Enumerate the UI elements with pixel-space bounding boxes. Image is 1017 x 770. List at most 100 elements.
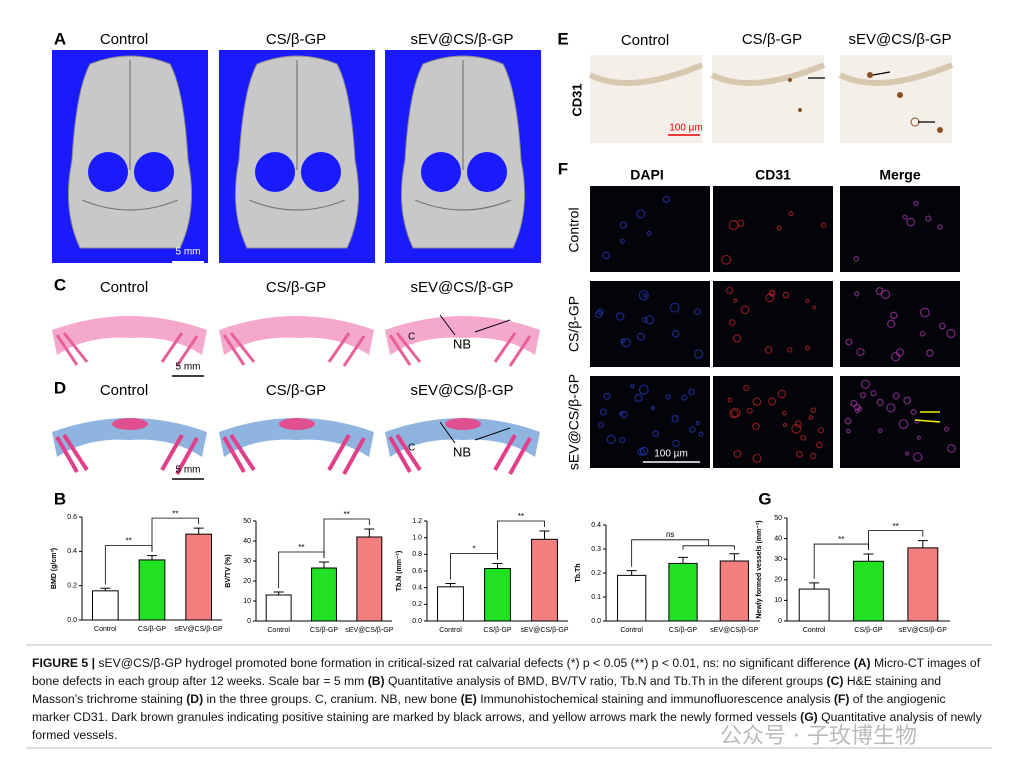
tissue-label: NB (453, 336, 471, 351)
x-tick-label: Control (94, 626, 117, 633)
scale-bar-label: 5 mm (176, 247, 201, 258)
if-signal (782, 410, 787, 416)
error-bar (626, 570, 637, 576)
if-signal (809, 452, 817, 460)
if-signal (638, 290, 649, 301)
caption-run: (G) (800, 710, 818, 724)
if-signal (641, 316, 648, 323)
panel-letter: E (557, 29, 568, 48)
if-signal (752, 453, 762, 463)
if-signal (786, 347, 793, 353)
if-signal (794, 420, 802, 428)
y-tick-label: 0.4 (412, 585, 422, 592)
if-signal (890, 351, 901, 362)
if-signal (903, 396, 912, 405)
if-signal (768, 397, 777, 406)
caption-run: (D) (186, 692, 204, 706)
if-signal (638, 384, 649, 395)
significance-label: ** (838, 535, 844, 544)
if-signal (619, 238, 626, 244)
if-signal (913, 452, 923, 462)
if-signal (616, 312, 625, 321)
x-tick-label: Control (803, 627, 826, 634)
if-signal (727, 397, 733, 403)
group-label: CS/β-GP (742, 31, 802, 48)
column-label: CD31 (755, 167, 791, 183)
if-signal (619, 437, 626, 444)
if-signal (619, 411, 624, 416)
caption-run: Micro-CT images of bone defects in each … (32, 656, 981, 688)
panel-letter: B (54, 489, 66, 508)
column-label: DAPI (630, 167, 663, 183)
bar (265, 594, 292, 622)
significance-label: ** (298, 543, 304, 552)
if-signal (947, 444, 956, 453)
if-image (590, 186, 710, 272)
if-image (713, 376, 833, 468)
x-tick-label: CS/β-GP (669, 627, 697, 634)
column-label: Merge (879, 167, 920, 183)
y-tick-label: 30 (243, 558, 251, 565)
significance-label: * (472, 545, 475, 554)
if-signal (817, 427, 825, 434)
y-tick-label: 0.6 (412, 568, 422, 575)
if-signal (752, 422, 760, 431)
bar (719, 560, 749, 622)
y-tick-label: 10 (243, 598, 251, 605)
bar (531, 538, 558, 622)
x-tick-label: Control (439, 627, 462, 634)
panel-letter: C (54, 275, 66, 294)
if-signal (816, 441, 823, 449)
significance-bracket (151, 517, 200, 552)
tissue-label: C (408, 332, 415, 343)
panel-letter: A (54, 29, 66, 48)
bar (484, 568, 511, 622)
row-label: sEV@CS/β-GP (566, 374, 582, 470)
x-tick-label: sEV@CS/β-GP (899, 627, 947, 634)
group-label: sEV@CS/β-GP (410, 31, 513, 48)
bar (138, 559, 166, 621)
if-signal (619, 221, 627, 229)
caption-run: (E) (460, 692, 477, 706)
if-signal (732, 334, 742, 343)
if-signal (875, 287, 884, 295)
if-signal (669, 302, 680, 313)
caption-run: (A) (853, 656, 871, 670)
bar (311, 567, 337, 622)
x-tick-label: CS/β-GP (854, 627, 882, 634)
caption-run: (B) (367, 674, 385, 688)
if-signal (800, 434, 807, 441)
if-signal (693, 308, 701, 316)
bar (668, 562, 698, 622)
significance-label: ** (172, 509, 178, 518)
if-signal (856, 347, 865, 357)
if-signal (606, 434, 616, 445)
x-tick-label: Control (620, 627, 643, 634)
error-bar (100, 587, 111, 591)
if-image (713, 281, 833, 367)
y-tick-label: 10 (774, 597, 782, 604)
caption-run: sEV@CS/β-GP hydrogel promoted bone forma… (98, 656, 854, 670)
if-signal (919, 330, 926, 337)
if-signal (850, 399, 858, 408)
if-signal (860, 379, 871, 389)
bar (92, 590, 119, 621)
if-signal (639, 446, 649, 456)
error-bar (809, 582, 820, 590)
significance-label: ** (344, 510, 350, 519)
if-signal (688, 388, 695, 396)
scale-bar-label: 100 µm (654, 449, 688, 460)
y-tick-label: 30 (774, 556, 782, 563)
if-signal (652, 430, 659, 437)
if-signal (630, 383, 635, 389)
y-tick-label: 20 (243, 578, 251, 585)
bar (798, 588, 830, 622)
if-signal (598, 421, 604, 428)
error-bar (863, 553, 874, 562)
if-signal (919, 307, 930, 318)
y-tick-label: 0.4 (67, 548, 77, 555)
error-bar (539, 530, 550, 540)
if-signal (694, 349, 704, 359)
if-signal (898, 419, 909, 430)
group-label: sEV@CS/β-GP (410, 279, 513, 296)
